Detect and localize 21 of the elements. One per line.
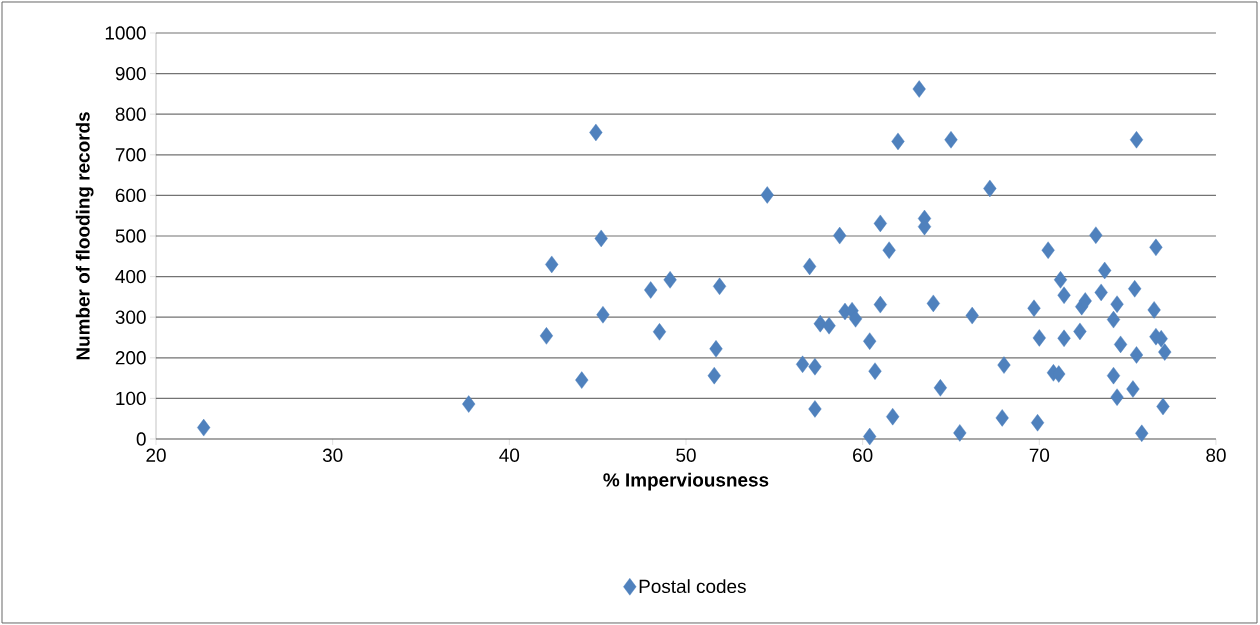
y-tick-label: 400 xyxy=(115,269,146,284)
y-tick-label: 600 xyxy=(115,188,146,203)
y-tick-label: 1000 xyxy=(105,26,146,40)
y-tick-label: 900 xyxy=(115,66,146,81)
x-tick-label: 80 xyxy=(1206,448,1226,462)
x-axis-title: % Imperviousness xyxy=(603,472,769,491)
y-tick-label: 500 xyxy=(115,229,146,243)
x-tick-label: 60 xyxy=(853,448,873,462)
y-tick-label: 100 xyxy=(116,391,146,406)
y-tick-label: 300 xyxy=(115,310,146,324)
x-tick-label: 20 xyxy=(146,448,166,462)
legend-label: Postal codes xyxy=(639,579,746,594)
y-tick-label: 200 xyxy=(115,351,146,365)
y-tick-label: 0 xyxy=(136,432,146,446)
x-tick-label: 40 xyxy=(499,448,520,462)
y-tick-label: 800 xyxy=(115,107,146,121)
y-tick-label: 700 xyxy=(115,148,146,162)
x-tick-label: 70 xyxy=(1029,448,1050,462)
x-tick-label: 30 xyxy=(322,448,343,462)
y-axis-title: Number of flooding records xyxy=(75,112,94,360)
x-tick-label: 50 xyxy=(676,448,696,462)
